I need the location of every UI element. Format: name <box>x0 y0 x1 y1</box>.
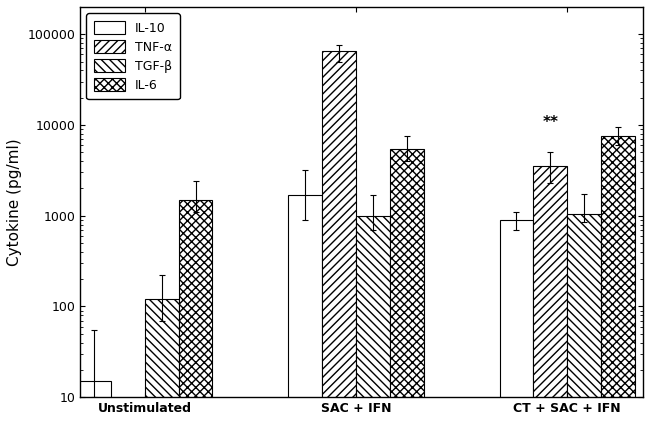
Bar <box>145 299 179 422</box>
Text: **: ** <box>542 115 558 130</box>
Bar <box>289 195 322 422</box>
Bar <box>601 136 634 422</box>
Bar <box>567 214 601 422</box>
Y-axis label: Cytokine (pg/ml): Cytokine (pg/ml) <box>7 138 22 266</box>
Bar <box>322 51 356 422</box>
Bar <box>533 166 567 422</box>
Bar <box>500 220 533 422</box>
Bar <box>390 149 424 422</box>
Bar <box>77 381 111 422</box>
Bar <box>179 200 213 422</box>
Legend: IL-10, TNF-α, TGF-β, IL-6: IL-10, TNF-α, TGF-β, IL-6 <box>86 13 180 99</box>
Bar <box>356 216 390 422</box>
